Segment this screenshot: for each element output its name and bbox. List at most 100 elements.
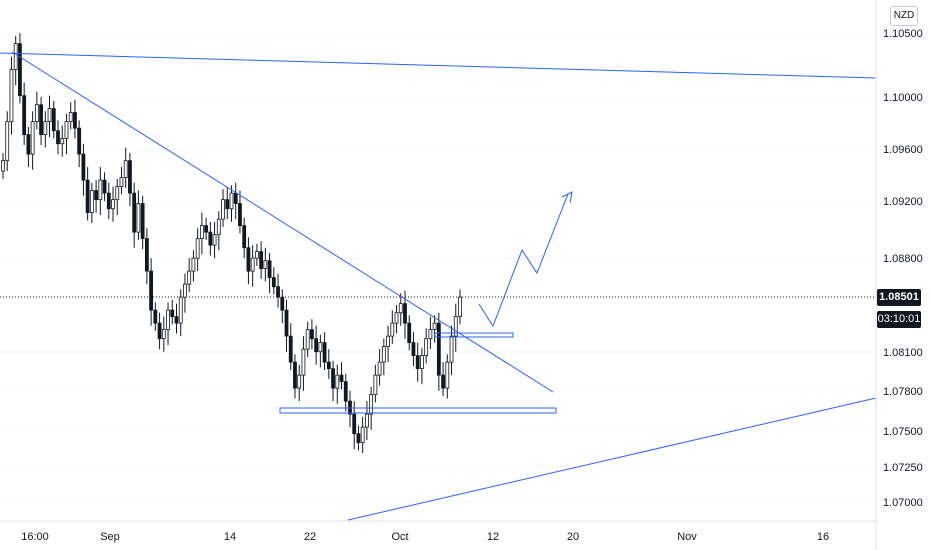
candle-body (305, 329, 310, 350)
price-tick-label: 1.10500 (883, 28, 923, 40)
candle-body (331, 368, 335, 389)
candle-body (246, 247, 251, 272)
candle-body (432, 322, 437, 331)
candle-body (381, 346, 386, 363)
candle-body (360, 426, 365, 444)
candle-body (191, 257, 196, 272)
price-tick-label: 1.08800 (883, 253, 923, 265)
support-zone-box[interactable] (279, 407, 557, 414)
price-tick-label: 1.10000 (883, 92, 923, 104)
candle-body (238, 203, 242, 227)
candle-body (365, 413, 369, 428)
candle-body (250, 257, 255, 272)
candle-body (284, 309, 289, 337)
candle-body (322, 342, 327, 363)
candle-body (153, 309, 158, 324)
time-tick-label: 16 (817, 531, 829, 543)
candle-body (424, 338, 429, 357)
candle-body (22, 95, 27, 136)
candle-body (115, 186, 120, 201)
candle-body (293, 361, 297, 389)
candle-body (111, 199, 115, 210)
candle-body (204, 225, 209, 233)
projection-arrowhead (561, 191, 573, 204)
candle-body (398, 303, 403, 314)
candle-body (123, 160, 128, 178)
candle-body (34, 104, 39, 123)
candle-body (174, 316, 179, 324)
candle-body (166, 309, 170, 331)
time-tick-label: Sep (100, 531, 120, 543)
candle-body (5, 121, 10, 162)
candle-body (85, 179, 90, 214)
candlesticks (1, 33, 462, 454)
candle-body (212, 234, 217, 246)
candle-body (102, 179, 107, 194)
candle-body (377, 361, 382, 376)
current-price-label: 1.08501 (877, 289, 921, 306)
candle-body (259, 251, 264, 269)
candle-body (369, 394, 374, 415)
candle-body (13, 43, 18, 71)
ascending-support-trendline[interactable] (347, 397, 877, 521)
candle-body (39, 104, 43, 136)
time-tick-label: 16:00 (21, 531, 49, 543)
candle-body (301, 348, 306, 376)
candle-body (309, 329, 314, 340)
candle-body (26, 134, 31, 155)
candle-body (403, 303, 407, 324)
candle-body (352, 413, 357, 435)
bar-countdown-label: 03:10:01 (877, 311, 921, 328)
candle-body (77, 127, 82, 155)
candle-body (9, 69, 14, 123)
candle-body (68, 112, 73, 123)
candle-body (394, 312, 399, 324)
price-tick-label: 1.07800 (883, 386, 923, 398)
candle-body (280, 296, 285, 311)
descending-trendline[interactable] (11, 51, 554, 393)
candle-body (216, 218, 221, 236)
candle-body (178, 296, 183, 324)
candle-body (56, 130, 60, 145)
candle-body (326, 361, 331, 370)
time-tick-label: Oct (391, 531, 408, 543)
currency-badge[interactable]: NZD (890, 6, 918, 26)
candle-body (318, 342, 323, 353)
candle-body (195, 238, 200, 259)
candle-body (233, 192, 238, 204)
candle-body (43, 121, 48, 136)
candle-body (94, 190, 98, 201)
price-tick-label: 1.08100 (883, 347, 923, 359)
candle-body (128, 160, 132, 194)
candle-body (140, 203, 145, 240)
price-axis[interactable]: 1.10500 1.10000 1.09600 1.09200 1.08800 1.081… (883, 28, 923, 509)
upper-long-trendline[interactable] (0, 52, 877, 79)
candle-body (98, 179, 103, 201)
candle-body (47, 108, 52, 123)
time-tick-label: 20 (567, 531, 579, 543)
time-tick-label: 12 (487, 531, 499, 543)
candle-body (208, 231, 213, 246)
projection-path[interactable] (478, 193, 569, 328)
candle-body (187, 270, 192, 285)
candle-body (335, 374, 340, 389)
candle-body (132, 192, 137, 233)
candle-body (428, 329, 433, 340)
candle-body (373, 374, 378, 396)
time-axis[interactable]: 16:00 Sep 14 22 Oct 12 20 Nov 16 (21, 531, 829, 543)
gridlines (0, 32, 876, 503)
candle-body (267, 260, 272, 279)
candle-body (199, 225, 204, 240)
candle-body (136, 203, 141, 233)
candle-body (339, 374, 344, 383)
candle-body (157, 322, 162, 340)
candle-body (229, 192, 234, 210)
price-tick-label: 1.07000 (883, 497, 923, 509)
candle-body (221, 199, 225, 220)
candle-body (242, 225, 247, 249)
candle-body (106, 192, 111, 210)
candle-body (411, 342, 416, 357)
candle-body (288, 335, 293, 363)
breakout-zone-box[interactable] (434, 332, 514, 338)
